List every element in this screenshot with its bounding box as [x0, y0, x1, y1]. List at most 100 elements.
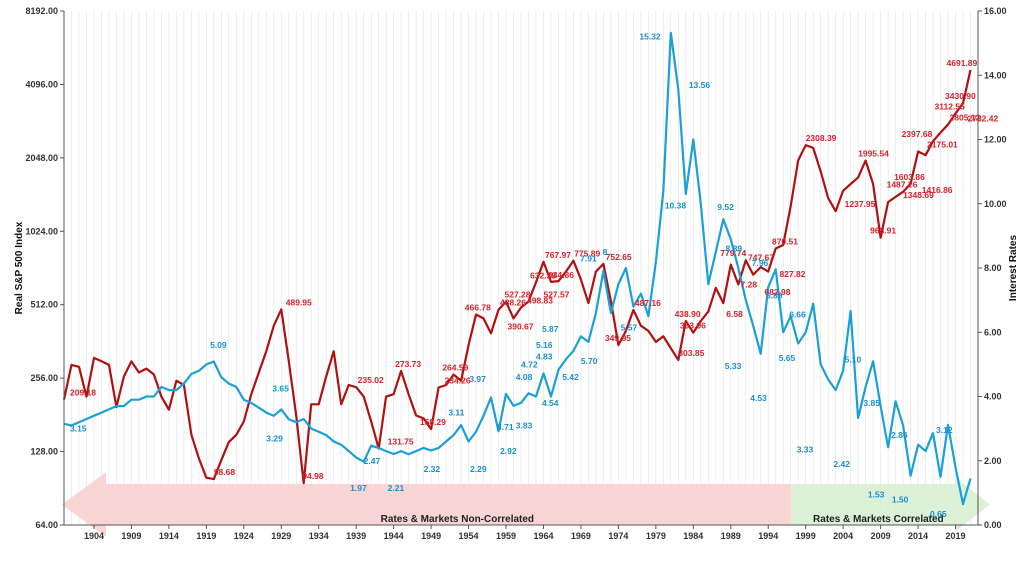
y-left-tick-label: 512.00 — [30, 300, 58, 310]
y-right-tick-label: 12.00 — [984, 135, 1007, 145]
interest-rate-data-label: 7.91 — [580, 253, 597, 263]
y-left-tick-label: 4096.00 — [25, 79, 58, 89]
interest-rate-data-label: 1.53 — [868, 489, 885, 499]
x-tick-label: 1969 — [571, 531, 591, 541]
interest-rate-data-label: 5.16 — [536, 340, 553, 350]
interest-rate-data-label: 2.42 — [833, 459, 850, 469]
interest-rate-data-label: 15.32 — [639, 32, 661, 42]
sp500-data-label: 7.28 — [741, 280, 758, 290]
x-tick-label: 1924 — [234, 531, 254, 541]
sp500-data-label: 466.78 — [465, 303, 491, 313]
interest-rate-data-label: 1.50 — [892, 494, 909, 504]
interest-rate-data-label: 3.71 — [497, 422, 514, 432]
y-left-tick-label: 256.00 — [30, 373, 58, 383]
sp500-data-label: 527.28 — [505, 290, 531, 300]
sp500-data-label: 632.38 — [530, 270, 556, 280]
y-right-tick-label: 10.00 — [984, 199, 1007, 209]
interest-rate-data-label: 4.53 — [750, 393, 767, 403]
y-right-axis-title: Interest Rates — [1008, 234, 1019, 301]
y-left-axis-title: Real S&P 500 Index — [14, 221, 25, 314]
interest-rate-data-label: 5.10 — [845, 355, 862, 365]
interest-rate-data-label: 5.87 — [542, 324, 559, 334]
interest-rate-data-label: 5.70 — [581, 356, 598, 366]
sp500-data-label: 273.73 — [395, 359, 421, 369]
sp500-data-label: 1237.95 — [845, 199, 876, 209]
y-left-tick-label: 64.00 — [35, 520, 58, 530]
sp500-data-label: 1348.69 — [903, 190, 934, 200]
sp500-data-label: 963.91 — [870, 226, 896, 236]
sp500-data-label: 488.26 — [500, 298, 526, 308]
x-tick-label: 1964 — [533, 531, 553, 541]
interest-rate-data-label: 3.29 — [266, 433, 283, 443]
interest-rate-data-label: 5.65 — [779, 353, 796, 363]
interest-rate-data-label: 2.29 — [470, 464, 487, 474]
y-right-tick-label: 6.00 — [984, 327, 1002, 337]
x-tick-label: 1949 — [421, 531, 441, 541]
sp500-data-label: 2308.39 — [806, 133, 837, 143]
interest-rate-data-label: 3.83 — [516, 420, 533, 430]
x-tick-label: 1954 — [459, 531, 479, 541]
x-tick-label: 1959 — [496, 531, 516, 541]
sp500-data-label: 827.82 — [779, 269, 805, 279]
x-tick-label: 1974 — [608, 531, 628, 541]
interest-rate-data-label: 2.92 — [500, 446, 517, 456]
sp500-data-label: 438.90 — [675, 309, 701, 319]
y-right-tick-label: 4.00 — [984, 392, 1002, 402]
sp500-data-label: 767.97 — [545, 250, 571, 260]
sp500-data-label: 349.95 — [605, 333, 631, 343]
sp500-data-label: 527.57 — [543, 290, 569, 300]
interest-rate-data-label: 3.15 — [70, 424, 87, 434]
y-left-tick-label: 128.00 — [30, 447, 58, 457]
sp500-data-label: 2782.42 — [968, 113, 999, 123]
interest-rate-data-label: 3.12 — [936, 425, 953, 435]
interest-rate-line — [63, 31, 972, 506]
interest-rate-data-label: 5.57 — [621, 322, 638, 332]
non-correlated-band-label: Rates & Markets Non-Correlated — [381, 514, 534, 525]
sp500-line — [62, 69, 972, 485]
sp500-data-label: 3112.55 — [935, 102, 966, 112]
sp500-data-label: 234.26 — [445, 376, 471, 386]
interest-rate-data-label: 3.33 — [797, 445, 814, 455]
sp500-data-label: 98.68 — [214, 467, 236, 477]
interest-rate-data-label: 5.33 — [725, 361, 742, 371]
interest-rate-data-label: 6.66 — [789, 310, 806, 320]
sp500-data-label: 94.98 — [302, 471, 324, 481]
interest-rate-data-label: 2.21 — [388, 483, 405, 493]
x-tick-label: 1929 — [271, 531, 291, 541]
x-tick-label: 1999 — [796, 531, 816, 541]
y-right-tick-label: 0.00 — [984, 520, 1002, 530]
sp500-data-label: 264.59 — [442, 363, 468, 373]
sp500-data-label: 235.02 — [358, 375, 384, 385]
interest-rate-data-label: 10.38 — [665, 200, 687, 210]
x-tick-label: 1939 — [346, 531, 366, 541]
axes: 64.00 128.00 256.00 512.00 1024.00 2048.00 409… — [25, 6, 1006, 541]
x-tick-label: 1984 — [683, 531, 703, 541]
interest-rate-data-label: 6.89 — [766, 290, 783, 300]
y-left-tick-label: 1024.00 — [25, 226, 58, 236]
sp500-data-label: 1603.86 — [894, 172, 925, 182]
sp500-data-label: 752.65 — [606, 252, 632, 262]
sp500-data-label: 2175.01 — [927, 139, 958, 149]
sp500-data-label: 498.83 — [527, 295, 553, 305]
sp500-data-label: 487.16 — [635, 298, 661, 308]
interest-rate-data-label: 1.97 — [350, 483, 367, 493]
y-left-tick-label: 2048.00 — [25, 153, 58, 163]
x-tick-label: 1904 — [84, 531, 104, 541]
y-right-tick-label: 2.00 — [984, 456, 1002, 466]
sp500-data-label: 1995.54 — [858, 149, 889, 159]
x-tick-label: 2014 — [908, 531, 928, 541]
interest-rate-data-label: 2.47 — [364, 456, 381, 466]
correlated-band-label: Rates & Markets Correlated — [813, 514, 944, 525]
correlated-band — [790, 478, 990, 531]
sp500-data-label: 158.29 — [420, 417, 446, 427]
interest-rate-data-label: 4.83 — [536, 351, 553, 361]
y-left-tick-label: 8192.00 — [25, 6, 58, 16]
x-tick-label: 1914 — [159, 531, 179, 541]
x-tick-label: 1919 — [196, 531, 216, 541]
sp500-data-label: 634.86 — [548, 270, 574, 280]
sp500-data-label: 779.74 — [720, 248, 746, 258]
x-tick-label: 2004 — [833, 531, 853, 541]
y-right-tick-label: 14.00 — [984, 70, 1007, 80]
sp500-data-label: 747.67 — [748, 253, 774, 263]
